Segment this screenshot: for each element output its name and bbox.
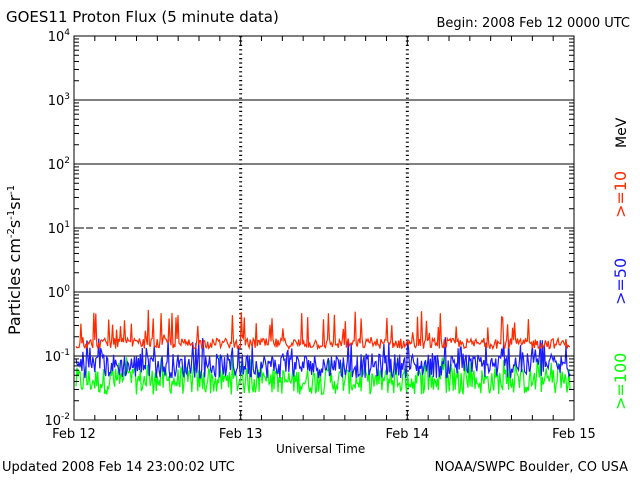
series-label: >=50: [611, 258, 630, 305]
units-label: MeV: [614, 117, 630, 148]
y-tick-label: 103: [48, 92, 70, 109]
grid-layer: [74, 36, 574, 420]
updated-timestamp: Updated 2008 Feb 14 23:00:02 UTC: [2, 460, 235, 475]
series-line: [75, 337, 571, 379]
series-label: >=100: [611, 353, 630, 410]
series-line: [75, 309, 571, 351]
y-tick-label: 102: [48, 156, 70, 173]
x-tick-label: Feb 12: [52, 427, 96, 442]
series-line: [75, 356, 571, 396]
x-tick-label: Feb 14: [385, 427, 429, 442]
y-tick-label: 104: [48, 28, 71, 45]
organization-label: NOAA/SWPC Boulder, CO USA: [434, 460, 628, 475]
begin-time-label: Begin: 2008 Feb 12 0000 UTC: [436, 16, 630, 31]
y-tick-label: 10-1: [44, 348, 70, 365]
series-layer: [75, 309, 571, 396]
y-tick-label: 101: [48, 220, 70, 237]
chart-title: GOES11 Proton Flux (5 minute data): [6, 8, 279, 26]
x-tick-label: Feb 13: [219, 427, 263, 442]
tick-layer: [73, 35, 575, 421]
y-tick-label: 100: [48, 284, 71, 301]
x-axis-label: Universal Time: [276, 442, 366, 456]
x-tick-label: Feb 15: [552, 427, 596, 442]
y-axis-label: Particles cm-2s-1sr-1: [5, 185, 24, 335]
series-label: >=10: [611, 171, 630, 218]
